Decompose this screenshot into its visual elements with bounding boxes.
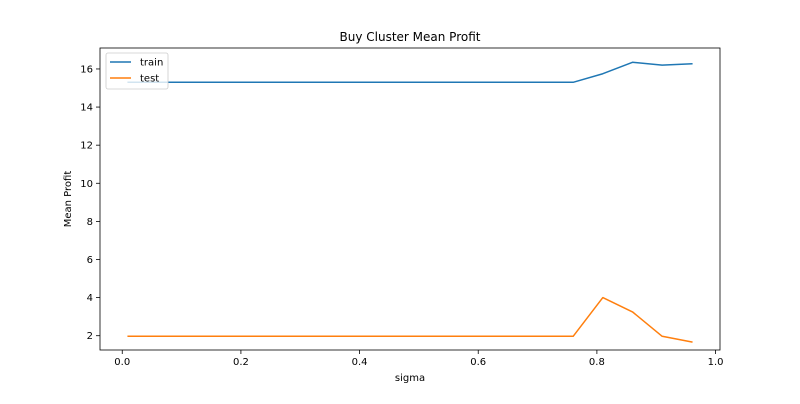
x-axis: 0.0 0.2 0.4 0.6 0.8 1.0 bbox=[114, 350, 724, 368]
y-axis-label: Mean Profit bbox=[63, 171, 74, 228]
y-axis: 2 4 6 8 10 12 14 16 bbox=[80, 64, 100, 342]
series-line-test bbox=[127, 296, 693, 343]
y-tick-label: 8 bbox=[87, 217, 93, 228]
y-tick-label: 16 bbox=[80, 64, 93, 75]
y-tick-label: 4 bbox=[87, 293, 93, 304]
series-group bbox=[127, 61, 693, 343]
plot-area bbox=[99, 47, 721, 351]
legend-label-train: train bbox=[140, 58, 163, 69]
x-tick-label: 0.8 bbox=[589, 357, 605, 368]
x-tick-label: 0.0 bbox=[114, 357, 130, 368]
chart-title: Buy Cluster Mean Profit bbox=[340, 30, 481, 44]
legend-label-test: test bbox=[140, 74, 159, 85]
y-tick-label: 2 bbox=[87, 331, 93, 342]
series-line-train bbox=[127, 61, 693, 84]
x-tick-label: 0.6 bbox=[470, 357, 486, 368]
y-tick-label: 6 bbox=[87, 255, 93, 266]
legend: train test bbox=[105, 52, 169, 90]
y-tick-label: 14 bbox=[80, 103, 93, 114]
x-tick-label: 0.2 bbox=[233, 357, 249, 368]
x-axis-label: sigma bbox=[395, 373, 425, 384]
x-tick-label: 0.4 bbox=[352, 357, 368, 368]
y-tick-label: 12 bbox=[80, 141, 93, 152]
y-tick-label: 10 bbox=[80, 179, 93, 190]
x-tick-label: 1.0 bbox=[708, 357, 724, 368]
